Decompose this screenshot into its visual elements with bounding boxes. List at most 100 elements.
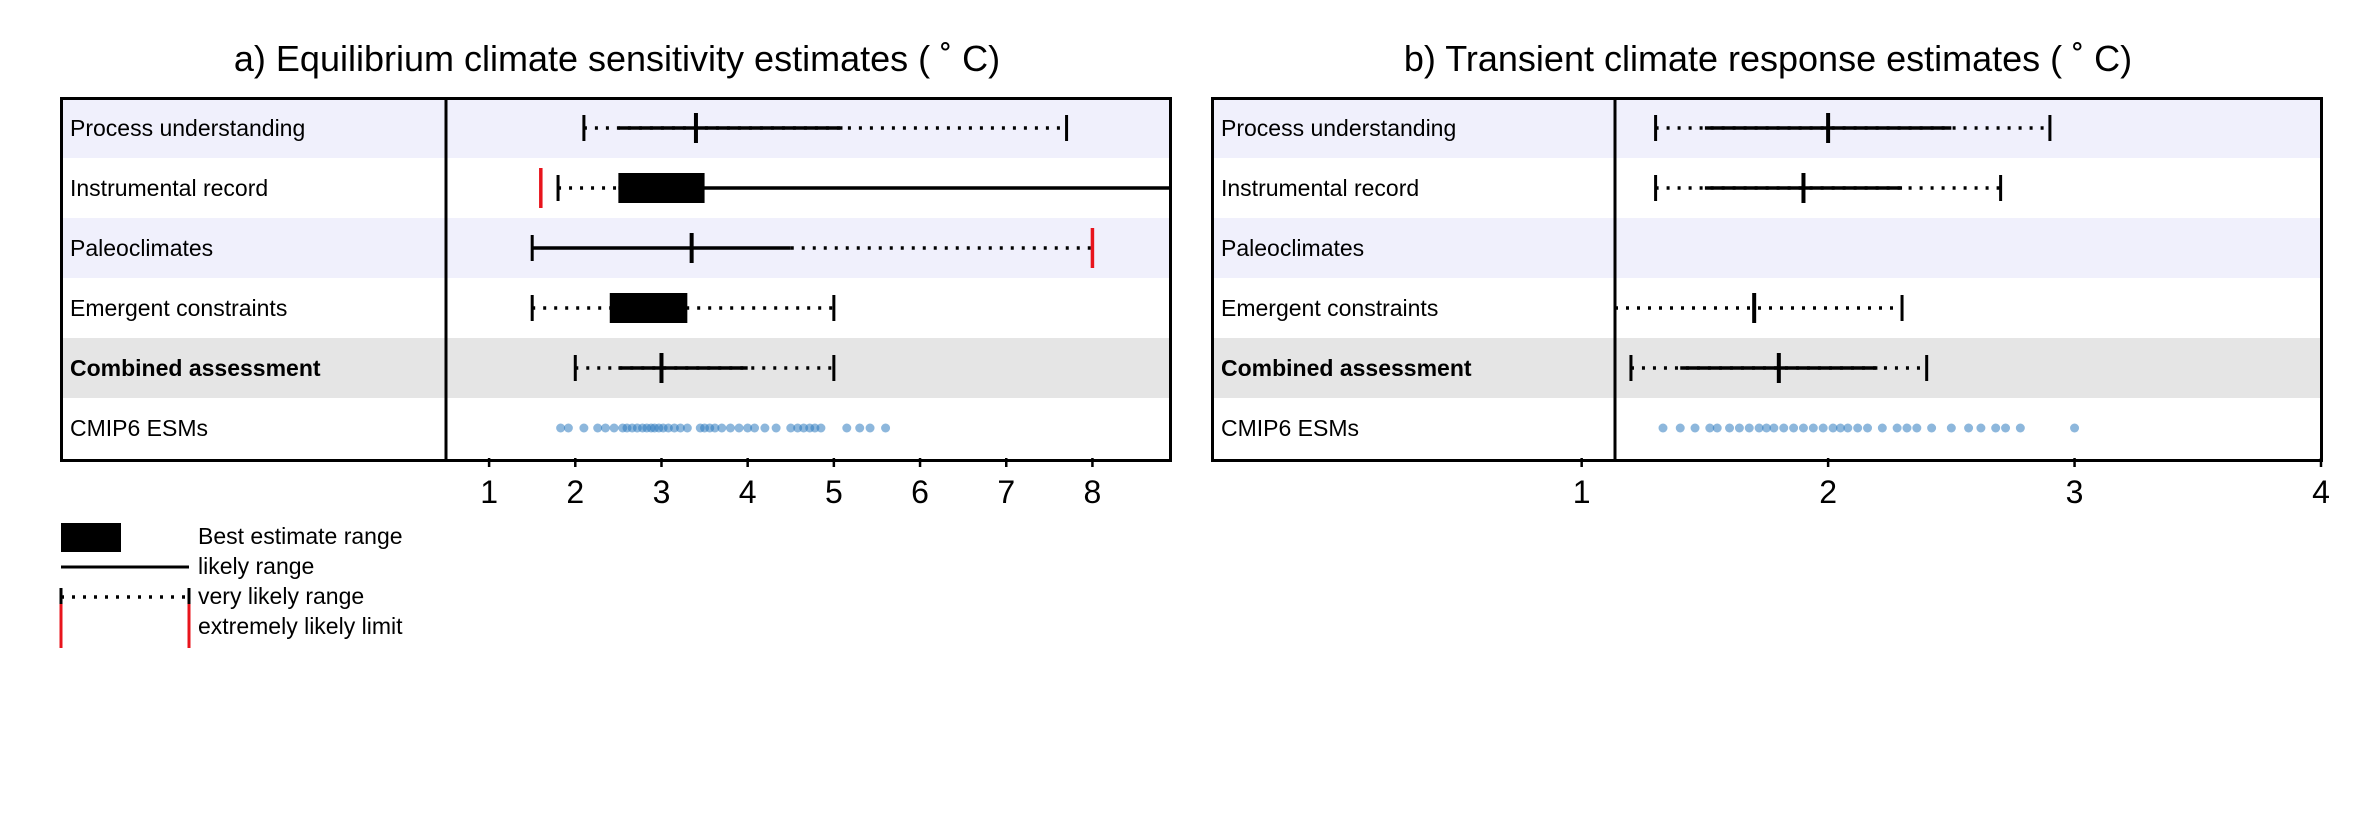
legend-likely-label: likely range [198,553,314,579]
tcr-model-point [1658,423,1668,433]
tcr-model-point [1779,423,1789,433]
tcr-model-point [1818,423,1828,433]
tcr-model-point [1808,423,1818,433]
tcr-model-point [1754,423,1764,433]
panel-tcr-row-labels: Process understanding Instrumental record… [1221,115,1472,441]
panel-tcr-row-bands [1212,98,2321,458]
tcr-model-point [1892,423,1902,433]
panel-tcr-title: b) Transient climate response estimates … [1404,38,2132,79]
tcr-model-point [1902,423,1912,433]
tcr-x-tick-label: 3 [2066,474,2084,510]
ecs-model-point [786,423,796,433]
tcr-model-point [1946,423,1956,433]
ecs-model-point [563,423,573,433]
tcr-model-point [1789,423,1799,433]
tcr-row-label: CMIP6 ESMs [1221,415,1359,441]
tcr-model-point [1877,423,1887,433]
ecs-row-label: Process understanding [70,115,305,141]
tcr-model-point [2015,423,2025,433]
ecs-model-point [816,423,826,433]
tcr-model-point [1725,423,1735,433]
ecs-x-tick-label: 1 [480,474,498,510]
ecs-model-point [734,423,744,433]
tcr-model-point [1712,423,1722,433]
ecs-row-label: Combined assessment [70,355,321,381]
tcr-model-point [1991,423,2001,433]
ecs-x-tick-label: 5 [825,474,843,510]
ecs-x-tick-label: 4 [739,474,757,510]
tcr-row-label: Paleoclimates [1221,235,1364,261]
ecs-row-label: Paleoclimates [70,235,213,261]
tcr-row-label: Emergent constraints [1221,295,1438,321]
tcr-model-point [1769,423,1779,433]
ecs-model-point [717,423,727,433]
tcr-row-band [1212,218,2321,278]
tcr-row-label: Instrumental record [1221,175,1419,201]
tcr-model-point [1798,423,1808,433]
ecs-model-point [760,423,770,433]
ecs-model-point [682,423,692,433]
ecs-row-band [61,338,1170,398]
ecs-model-point [881,423,891,433]
legend-best-swatch [61,523,121,552]
ecs-x-tick-label: 3 [653,474,671,510]
tcr-model-point [1690,423,1700,433]
ecs-row-label: Emergent constraints [70,295,287,321]
ecs-model-point [556,423,566,433]
ecs-x-tick-label: 8 [1084,474,1102,510]
ecs-model-point [675,423,685,433]
tcr-model-point [1705,423,1715,433]
tcr-x-tick-label: 2 [1819,474,1837,510]
ecs-row-label: CMIP6 ESMs [70,415,208,441]
tcr-model-point [1912,423,1922,433]
panel-ecs-row-bands [61,98,1170,458]
tcr-x-tick-label: 4 [2312,474,2330,510]
tcr-model-point [2070,423,2080,433]
panel-tcr-marks [1613,113,2080,433]
ecs-model-point [842,423,852,433]
ecs-model-point [710,423,720,433]
ecs-x-tick-label: 6 [911,474,929,510]
panel-ecs-row-labels: Process understanding Instrumental record… [70,115,321,441]
tcr-model-point [1675,423,1685,433]
ecs-row-label: Instrumental record [70,175,268,201]
panel-ecs: a) Equilibrium climate sensitivity estim… [60,38,1172,510]
tcr-model-point [1964,423,1974,433]
tcr-row-label: Process understanding [1221,115,1456,141]
tcr-model-point [2001,423,2011,433]
ecs-row-band [61,98,1170,158]
tcr-model-point [1828,423,1838,433]
tcr-model-point [1976,423,1986,433]
tcr-model-point [1835,423,1845,433]
tcr-row-label: Combined assessment [1221,355,1472,381]
ecs-best-estimate-range [618,173,705,203]
ecs-model-point [725,423,735,433]
panel-ecs-marks [530,113,1170,433]
ecs-model-point [771,423,781,433]
ecs-best-estimate-range [609,293,688,323]
ecs-model-point [865,423,875,433]
legend-best-label: Best estimate range [198,523,403,549]
tcr-row-band [1212,278,2321,338]
panel-tcr-frame [1211,97,2323,462]
panel-ecs-frame [60,97,1172,462]
ecs-model-point [579,423,589,433]
tcr-model-point [1863,423,1873,433]
ecs-model-point [743,423,753,433]
legend: Best estimate range likely range very li… [59,523,403,648]
legend-extremely-label: extremely likely limit [198,613,403,639]
tcr-x-tick-label: 1 [1573,474,1591,510]
ecs-model-point [593,423,603,433]
panel-tcr: b) Transient climate response estimates … [1211,38,2330,510]
tcr-model-point [1734,423,1744,433]
panel-ecs-x-ticks: 1 2 3 4 5 6 7 8 [480,458,1101,510]
tcr-model-point [1927,423,1937,433]
legend-very-likely-label: very likely range [198,583,364,609]
ecs-model-point [750,423,760,433]
ecs-model-point [600,423,610,433]
tcr-model-point [1853,423,1863,433]
tcr-model-point [1843,423,1853,433]
ecs-x-tick-label: 7 [997,474,1015,510]
panel-ecs-title: a) Equilibrium climate sensitivity estim… [234,38,1000,79]
